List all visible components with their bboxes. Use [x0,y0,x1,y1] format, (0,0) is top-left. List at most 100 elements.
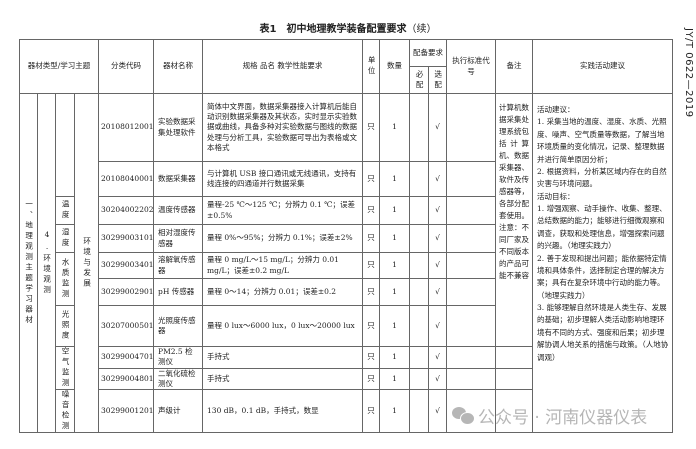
unit-cell: 只 [362,196,381,225]
category-level4: 环境与发展 [73,93,100,433]
code-cell: 30299002901 [98,278,155,306]
standard-cell [446,305,497,347]
table-title: 表1 初中地理教学装备配置要求（续） [259,24,437,35]
category-level1: 一、地理观测主题学习器材 [19,93,38,433]
name-cell: 声级计 [153,389,204,433]
qty-cell: 1 [379,346,411,369]
qty-cell: 1 [379,305,411,347]
remark-cell-empty [495,389,534,433]
code-cell: 30299003101 [98,224,155,253]
category-sub: 湿度 [55,224,75,253]
category-sub: 光照度 [55,305,75,347]
unit-cell: 只 [362,224,381,253]
header-code: 分类代码 [98,39,155,94]
standard-cell [446,161,497,197]
category-sub: 水质监测 [55,252,75,306]
unit-cell: 只 [362,367,381,390]
header-unit: 单位 [362,39,381,94]
table-row: 湿度 30299003101 相对湿度传感器 量程 0%～95%；分辨力 0.1%；误… [20,224,673,253]
category-sub-empty [55,93,75,197]
activity-line: 1. 增强观察、动手操作、收集、整理、总结数据的能力；能够进行细微观察和调查，获… [537,204,667,251]
required-cell [409,224,430,253]
standard-cell [446,93,497,162]
code-cell: 30299004801 [98,367,155,390]
unit-cell: 只 [362,161,381,197]
code-cell: 30299003401 [98,252,155,279]
code-cell: 20108012001 [98,93,155,162]
qty-cell: 1 [379,389,411,433]
optional-check: √ [428,224,448,253]
qty-cell: 1 [379,278,411,306]
category-sub: 噪音检测 [55,389,75,433]
table-row: 噪音检测 30299001201 声级计 130 dB，0.1 dB，手持式，数显只 1… [20,389,673,433]
spec-cell: 量程 0～14；分辨力 0.01；误差±0.2 [202,278,364,306]
name-cell: PM2.5 检测仪 [153,346,204,369]
spec-cell: 量程 0 lux～6000 lux，0 lux～20000 lux [202,305,364,347]
activity-line: 1. 采集当地的温度、湿度、水质、光照度、噪声、空气质量等数据，了解当地环境质量… [537,117,667,164]
activity-line: 2. 根据资料，分析某区域内存在的自然灾害与环境问题。 [537,166,667,189]
optional-check: √ [428,93,448,162]
unit-cell: 只 [362,346,381,369]
table-row: 空气监测 30299004701 PM2.5 检测仪 手持式只 1 √ [20,346,673,390]
qty-cell: 1 [379,367,411,390]
category-level2: 4.环境观测 [37,93,56,433]
category-sub: 空气监测 [55,346,75,390]
activity-line: 活动建议： [537,105,575,114]
qty-cell: 1 [379,161,411,197]
code-cell: 30299004701 [98,346,155,369]
spec-cell: 量程-25 ℃～125 ℃；分辨力 0.1 ℃；误差±0.5% [202,196,364,225]
code-cell: 30207000501 [98,305,155,347]
optional-check: √ [428,346,448,369]
required-cell [409,278,430,306]
qty-cell: 1 [379,252,411,279]
optional-check: √ [428,305,448,347]
spec-cell: 与计算机 USB 接口通讯或无线通讯，支持有线连接的四通道并行数据采集 [202,161,364,197]
activity-cell: 活动建议： 1. 采集当地的温度、湿度、水质、光照度、噪声、空气质量等数据，了解当… [532,93,674,433]
name-cell: 相对湿度传感器 [153,224,204,253]
required-cell [409,305,430,347]
unit-cell: 只 [362,389,381,433]
code-cell: 30299001201 [98,389,155,433]
optional-check: √ [428,252,448,279]
header-name: 器材名称 [153,39,204,94]
remark-cell-empty [495,346,534,369]
header-qty: 数量 [379,39,411,94]
name-cell: 数据采集器 [153,161,204,197]
watermark: 公众号 · 河南仪器仪表 [452,403,647,428]
standard-cell [446,346,497,369]
standard-cell [446,367,497,390]
spec-cell: 量程 0%～95%；分辨力 0.1%；误差±2% [202,224,364,253]
unit-cell: 只 [362,93,381,162]
optional-check: √ [428,278,448,306]
name-cell: 光照度传感器 [153,305,204,347]
optional-check: √ [428,367,448,390]
name-cell: 二氧化硫检测仪 [153,367,204,390]
required-cell [409,252,430,279]
header-required: 必配 [409,66,430,94]
required-cell [409,161,430,197]
name-cell: 实验数据采集处理软件 [153,93,204,162]
wechat-icon [452,407,475,425]
activity-line: 活动目标： [537,191,575,201]
optional-check: √ [428,196,448,225]
required-cell [409,196,430,225]
spec-cell: 手持式 [202,367,364,390]
standard-cell [446,278,497,306]
remark-cell: 计算机数据采集处理系统包括计算机、数据采集器、软件及传感器等，各部分配套使用。注… [495,93,534,347]
unit-cell: 只 [362,305,381,347]
standard-cell [446,196,497,225]
table-row: 20108040001 数据采集器 与计算机 USB 接口通讯或无线通讯，支持有线连… [20,161,673,197]
code-cell: 30204002202 [98,196,155,225]
remark-cell-empty [495,367,534,390]
spec-cell: 量程 0 mg/L～15 mg/L；分辨力 0.01 mg/L；误差±0.2 m… [202,252,364,279]
header-category: 器材类型/学习主题 [18,39,100,94]
code-cell: 20108040001 [98,161,155,197]
header-optional: 选配 [428,66,448,94]
name-cell: pH 传感器 [153,278,204,306]
table-row: 温度 30204002202 温度传感器 量程-25 ℃～125 ℃；分辨力 0.1 … [20,196,673,225]
qty-cell: 1 [379,224,411,253]
required-cell [409,389,430,433]
unit-cell: 只 [362,252,381,279]
header-remark: 备注 [495,39,534,94]
required-cell [409,367,430,390]
